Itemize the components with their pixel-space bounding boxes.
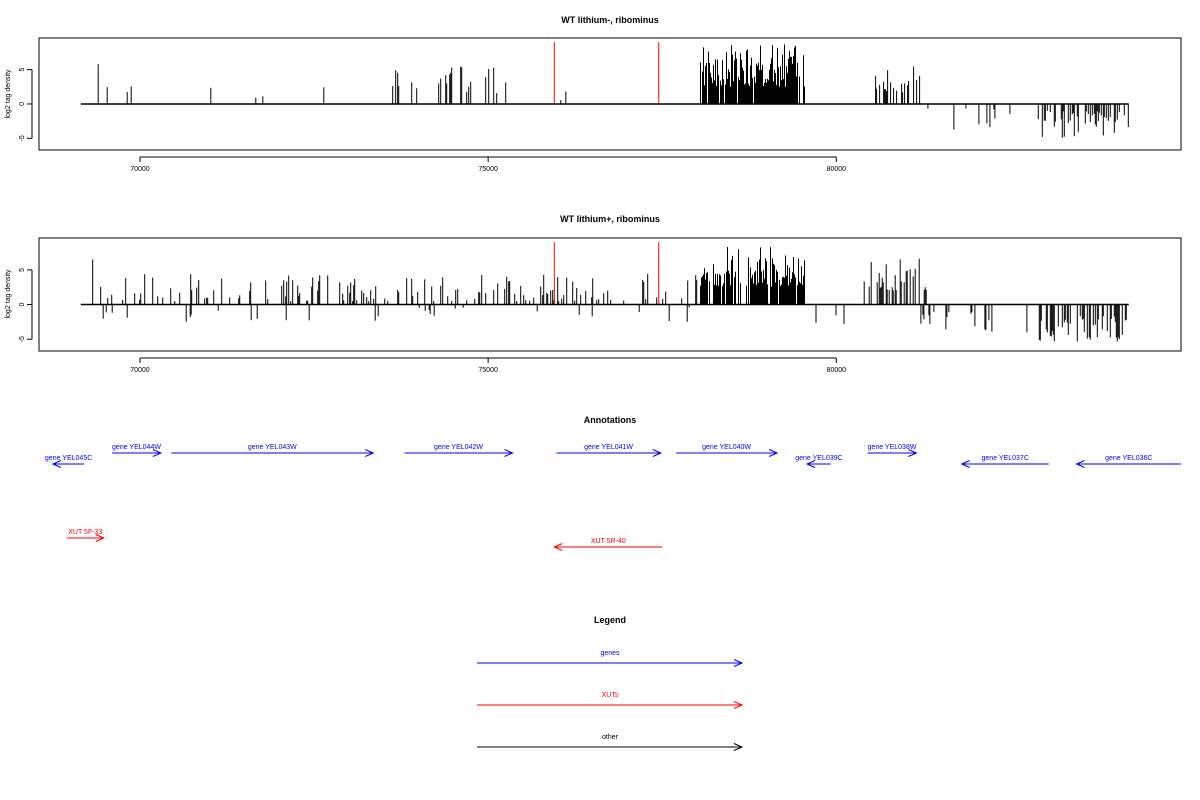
- plot-frame: [38, 37, 1182, 151]
- feature-label: gene YEL039C: [795, 455, 842, 462]
- feature-arrow-head: [51, 460, 62, 468]
- signal-bars: [92, 247, 1127, 342]
- feature-arrow-head: [1075, 460, 1085, 468]
- panel-title: WT lithium-, ribominus: [561, 15, 659, 25]
- feature-label: gene YEL045C: [45, 455, 92, 462]
- gene-feature: gene YEL039C: [795, 455, 843, 468]
- x-axis: 70000 75000 80000: [130, 357, 847, 374]
- y-tick-label: 5: [19, 68, 26, 72]
- feature-label: gene YEL041W: [584, 444, 633, 451]
- legend-arrow-head: [733, 701, 744, 709]
- feature-arrow-head: [504, 449, 514, 457]
- feature-label: gene YEL040W: [702, 444, 751, 451]
- legend-label: genes: [600, 650, 620, 657]
- feature-arrow-head: [365, 449, 375, 457]
- gene-feature: gene YEL042W: [404, 444, 514, 457]
- feature-label: gene YEL043W: [248, 444, 297, 451]
- x-tick-label: 80000: [827, 367, 847, 374]
- y-tick-label: -5: [19, 135, 26, 141]
- legend-label: other: [602, 734, 619, 741]
- marker-lines: [553, 242, 660, 305]
- legend-items: genes XUTs other: [477, 650, 744, 751]
- feature-arrow-head: [960, 460, 970, 468]
- x-tick-label: 75000: [478, 166, 498, 173]
- legend-item-xut: XUTs: [477, 692, 744, 709]
- feature-label: gene YEL037C: [982, 455, 1029, 462]
- gene-feature: gene YEL041W: [556, 444, 663, 457]
- feature-arrow-head: [652, 449, 663, 457]
- gene-feature: gene YEL038W: [868, 444, 918, 457]
- panel-title: WT lithium+, ribominus: [560, 214, 660, 224]
- legend-title: Legend: [594, 615, 626, 625]
- x-axis: 70000 75000 80000: [130, 156, 847, 173]
- gene-feature: gene YEL036C: [1075, 455, 1181, 468]
- y-tick-label: 0: [19, 303, 26, 307]
- legend-label: XUTs: [602, 692, 619, 699]
- x-tick-label: 70000: [130, 367, 150, 374]
- feature-label: gene YEL042W: [434, 444, 483, 451]
- xut-feature: XUT 5R-40: [553, 538, 663, 551]
- marker-lines: [553, 42, 660, 104]
- xut-feature: XUT 5F-33: [66, 529, 106, 542]
- feature-label: gene YEL044W: [112, 444, 161, 451]
- feature-arrow-head: [553, 543, 563, 551]
- gene-feature: gene YEL045C: [45, 455, 92, 468]
- feature-label: XUT 5F-33: [68, 529, 102, 536]
- feature-arrow-head: [805, 460, 816, 468]
- gene-feature: gene YEL044W: [112, 444, 163, 457]
- feature-arrow-head: [95, 534, 106, 542]
- gene-feature: gene YEL040W: [676, 444, 779, 457]
- signal-bars: [97, 44, 1129, 138]
- gene-feature: gene YEL043W: [171, 444, 375, 457]
- legend-arrow-head: [733, 743, 744, 751]
- gene-feature: gene YEL037C: [960, 455, 1049, 468]
- x-tick-label: 75000: [478, 367, 498, 374]
- y-axis-label: log2 tag density: [5, 69, 12, 119]
- y-axis: -5 0 5: [19, 68, 33, 141]
- plot-frame: [38, 237, 1182, 352]
- legend: Legend genes XUTs other: [477, 615, 744, 751]
- x-tick-label: 80000: [827, 166, 847, 173]
- y-axis-label: log2 tag density: [5, 269, 12, 319]
- legend-arrow-head: [733, 659, 744, 667]
- legend-item-other: other: [477, 734, 744, 751]
- y-tick-label: 0: [19, 102, 26, 106]
- annotations-title: Annotations: [584, 415, 637, 425]
- feature-label: XUT 5R-40: [591, 538, 626, 545]
- y-axis: -5 0 5: [19, 268, 33, 342]
- feature-arrow-head: [152, 449, 163, 457]
- y-tick-label: 5: [19, 268, 26, 272]
- legend-item-gene: genes: [477, 650, 744, 667]
- feature-label: gene YEL036C: [1105, 455, 1152, 462]
- feature-arrow-head: [768, 449, 779, 457]
- feature-arrow-head: [908, 449, 918, 457]
- y-tick-label: -5: [19, 336, 26, 342]
- feature-layer: gene YEL045C gene YEL044W gene YEL043W gene…: [45, 444, 1181, 551]
- track-panel-lithium-plus: WT lithium+, ribominus log2 tag density …: [5, 214, 1182, 374]
- feature-label: gene YEL038W: [868, 444, 917, 451]
- x-tick-label: 70000: [130, 166, 150, 173]
- track-panel-lithium-minus: WT lithium-, ribominus log2 tag density …: [5, 15, 1182, 173]
